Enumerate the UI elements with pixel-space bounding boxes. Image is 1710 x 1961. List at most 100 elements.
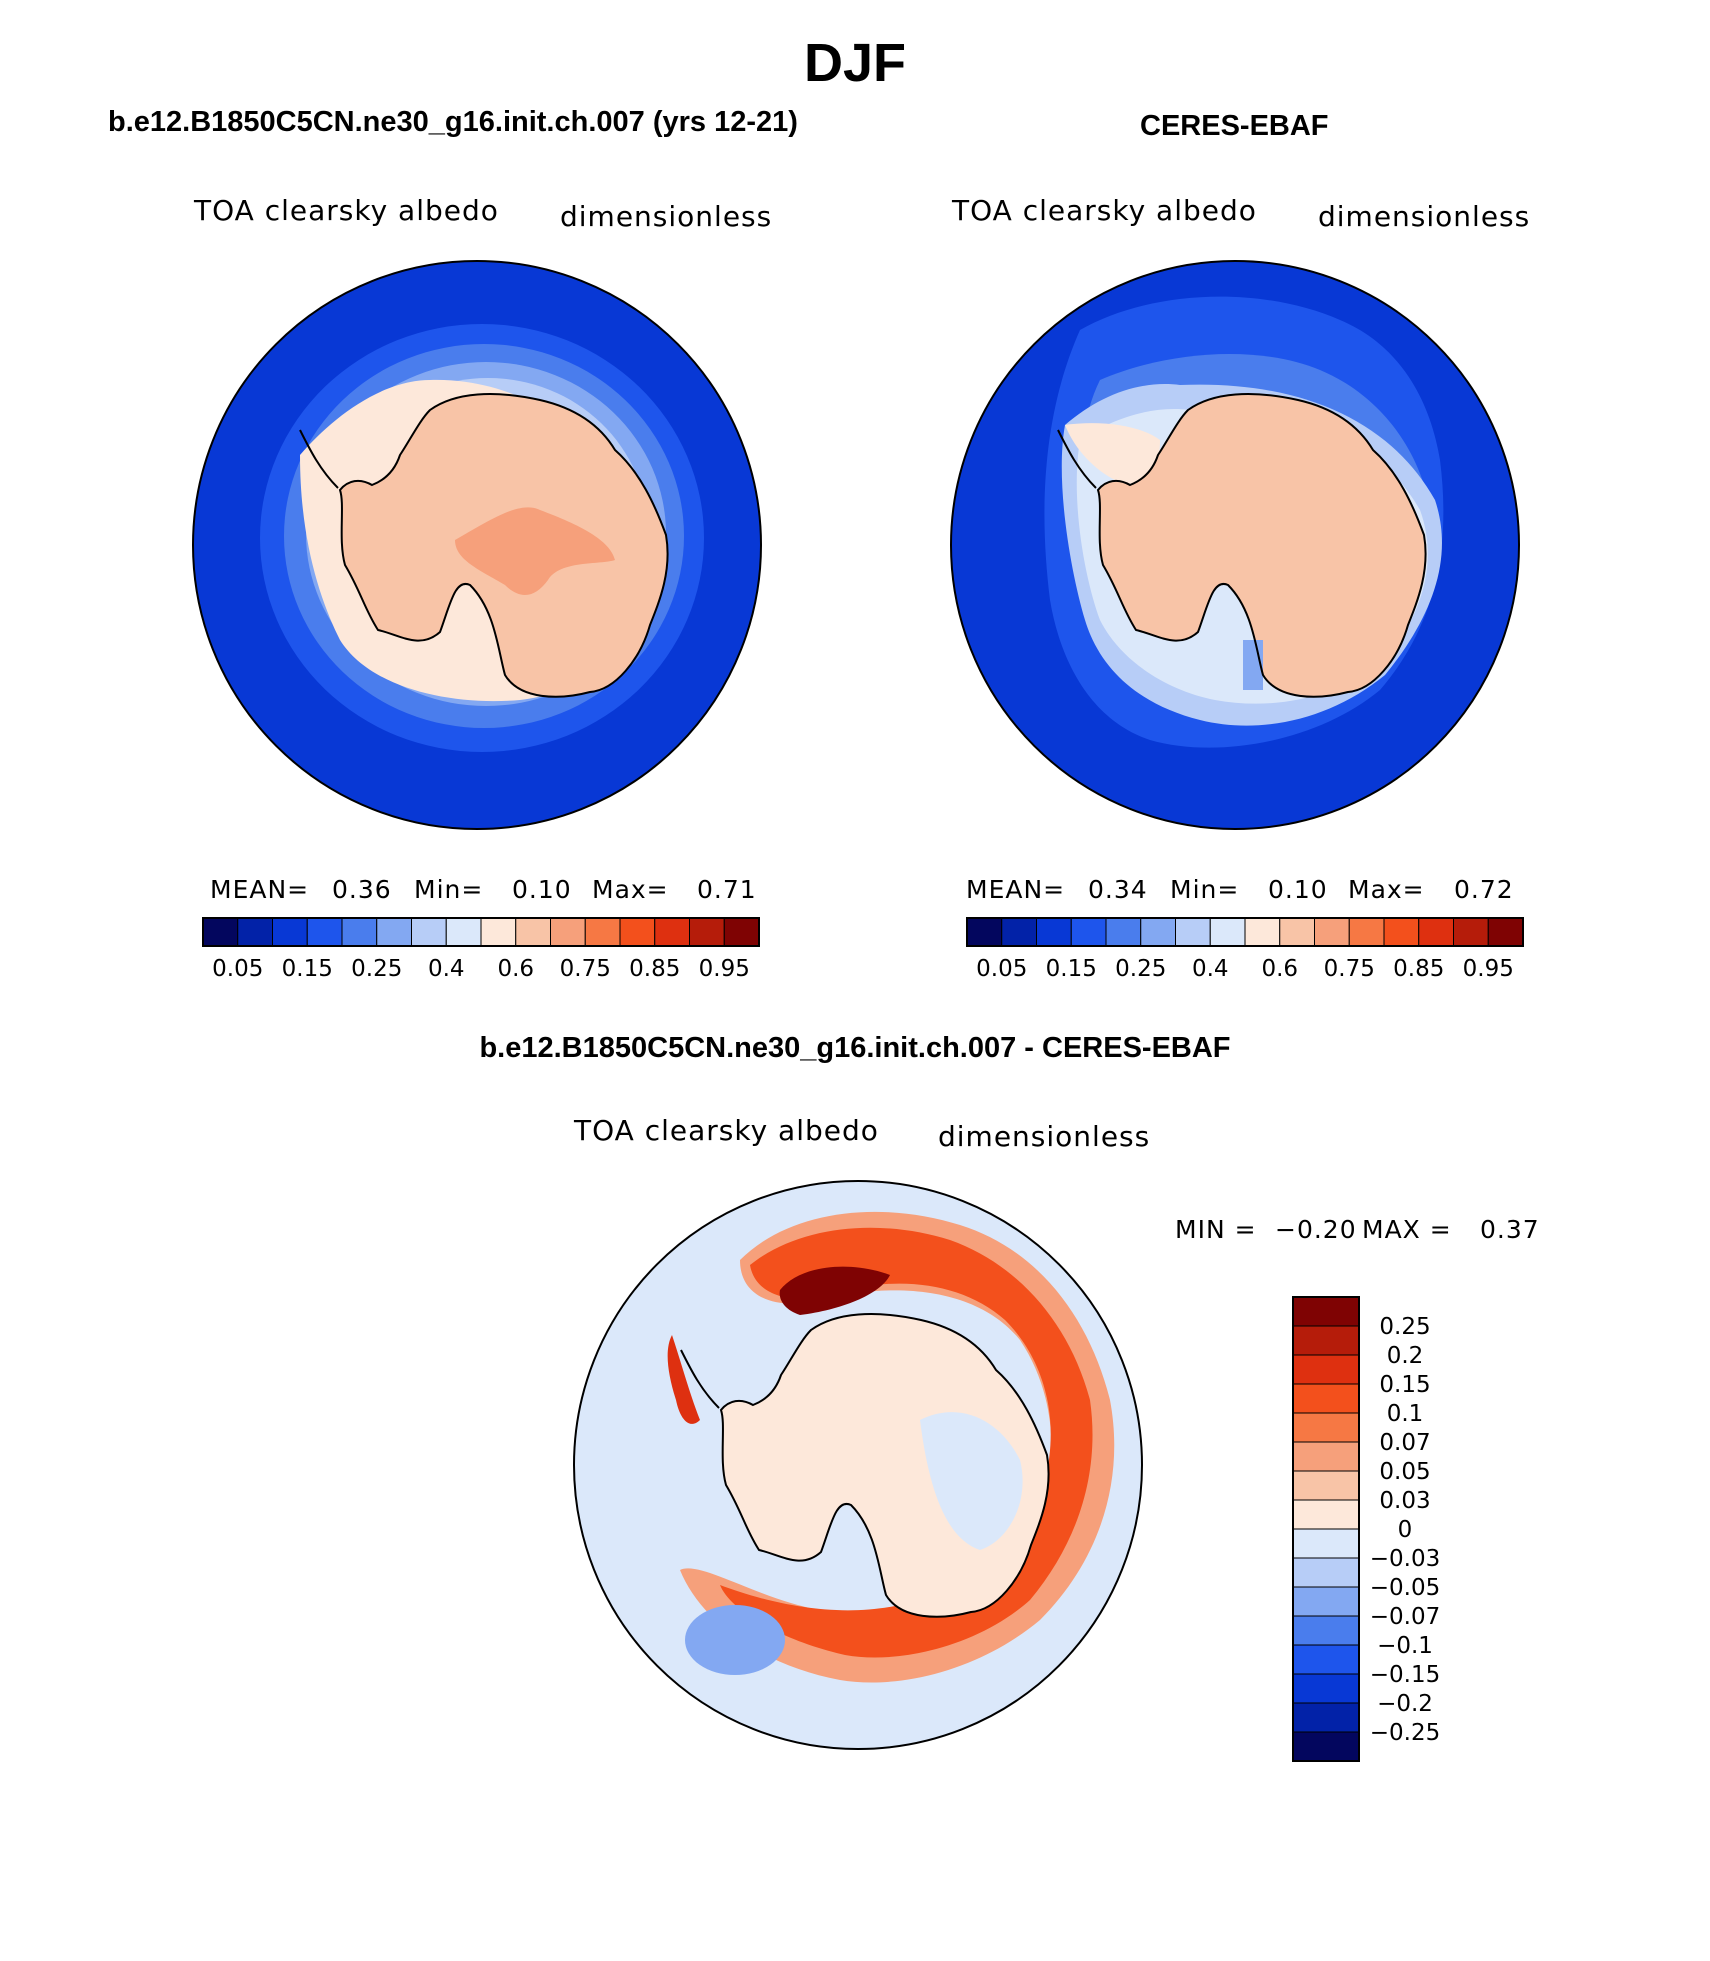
model-min-value: 0.10 <box>512 875 572 904</box>
colorbar-swatch-2 <box>1036 917 1072 947</box>
colorbar-swatch-10 <box>550 917 586 947</box>
map-boundary <box>573 1180 1143 1750</box>
colorbar-frame <box>202 917 760 947</box>
obs-units-label: dimensionless <box>1318 200 1531 233</box>
colorbar-swatch-4 <box>1292 1412 1360 1443</box>
model-panel-title: b.e12.B1850C5CN.ne30_g16.init.ch.007 (yr… <box>108 106 798 138</box>
colorbar-swatch-11 <box>1292 1615 1360 1646</box>
antarctica-coastline <box>299 393 669 698</box>
model-colorbar: 0.05 0.15 0.25 0.4 0.6 0.75 0.85 0.95 <box>202 917 760 982</box>
colorbar-swatch-12 <box>619 917 656 947</box>
colorbar-swatch-15 <box>723 917 760 947</box>
colorbar-tick-label: 0.95 <box>699 956 750 982</box>
colorbar-swatch-0 <box>966 917 1003 947</box>
colorbar-swatch-9 <box>1292 1557 1360 1588</box>
colorbar-swatch-1 <box>1001 917 1037 947</box>
diff-units-label: dimensionless <box>938 1120 1151 1153</box>
diff-max-label: MAX = <box>1362 1215 1452 1244</box>
obs-panel-title: CERES-EBAF <box>1140 110 1329 142</box>
colorbar-tick-label: 0.6 <box>1261 956 1298 982</box>
obs-mean-label: MEAN= <box>966 875 1066 904</box>
colorbar-swatch-11 <box>1348 917 1385 947</box>
colorbar-swatch-6 <box>1292 1470 1360 1501</box>
colorbar-swatch-1 <box>237 917 273 947</box>
colorbar-tick-label: −0.2 <box>1377 1691 1433 1717</box>
colorbar-swatch-8 <box>1244 917 1281 947</box>
diff-polar-map <box>573 1180 1143 1750</box>
colorbar-swatch-13 <box>1418 917 1454 947</box>
colorbar-swatch-6 <box>1175 917 1211 947</box>
model-min-label: Min= <box>414 875 484 904</box>
colorbar-swatch-12 <box>1383 917 1420 947</box>
colorbar-swatch-5 <box>1292 1441 1360 1472</box>
diff-colorbar: 0.25 0.2 0.15 0.1 0.07 0.05 0.03 0 −0.03 −0.05 −0.… <box>1292 1296 1440 1762</box>
colorbar-swatch-5 <box>376 917 412 947</box>
colorbar-frame <box>1292 1296 1360 1762</box>
peninsula-positive-bias <box>667 1335 700 1424</box>
colorbar-tick-label: 0.75 <box>1324 956 1375 982</box>
contour-band-0.6 <box>1065 423 1160 484</box>
colorbar-swatch-15 <box>1487 917 1524 947</box>
colorbar-tick-label: −0.1 <box>1377 1633 1433 1659</box>
colorbar-tick-label: 0.2 <box>1387 1343 1424 1369</box>
obs-colorbar: 0.05 0.15 0.25 0.4 0.6 0.75 0.85 0.95 <box>966 917 1524 982</box>
model-polar-map <box>192 260 762 830</box>
colorbar-tick-label: 0.03 <box>1379 1488 1430 1514</box>
antarctica-coastline <box>680 1313 1050 1618</box>
colorbar-tick-label: 0.15 <box>1046 956 1097 982</box>
high-albedo-patch <box>455 507 615 596</box>
obs-min-label: Min= <box>1170 875 1240 904</box>
colorbar-swatch-14 <box>1453 917 1489 947</box>
antarctica-coastline <box>1057 393 1427 698</box>
model-max-label: Max= <box>592 875 669 904</box>
colorbar-tick-label: 0 <box>1398 1517 1413 1543</box>
colorbar-tick-label: −0.03 <box>1370 1546 1440 1572</box>
colorbar-swatch-2 <box>1292 1354 1360 1385</box>
colorbar-frame <box>966 917 1524 947</box>
colorbar-tick-label: −0.15 <box>1370 1662 1440 1688</box>
diff-min-value: −0.20 <box>1275 1215 1357 1244</box>
colorbar-tick-label: 0.05 <box>212 956 263 982</box>
colorbar-swatch-5 <box>1140 917 1176 947</box>
colorbar-swatch-3 <box>1292 1383 1360 1414</box>
colorbar-swatch-13 <box>1292 1673 1360 1704</box>
colorbar-tick-label: 0.25 <box>1379 1314 1430 1340</box>
colorbar-swatch-3 <box>306 917 343 947</box>
colorbar-swatch-8 <box>480 917 517 947</box>
colorbar-swatch-7 <box>1209 917 1246 947</box>
obs-min-value: 0.10 <box>1268 875 1328 904</box>
colorbar-tick-label: 0.05 <box>976 956 1027 982</box>
map-boundary <box>950 260 1520 830</box>
diff-min-label: MIN = <box>1175 1215 1257 1244</box>
colorbar-tick-label: 0.6 <box>497 956 534 982</box>
colorbar-tick-label: 0.25 <box>351 956 402 982</box>
diff-max-value: 0.37 <box>1480 1215 1540 1244</box>
colorbar-swatch-11 <box>584 917 621 947</box>
colorbar-tick-label: 0.95 <box>1463 956 1514 982</box>
colorbar-swatch-4 <box>1105 917 1142 947</box>
colorbar-swatch-2 <box>272 917 308 947</box>
antarctica-negative-patch <box>920 1412 1023 1550</box>
colorbar-swatch-13 <box>654 917 690 947</box>
colorbar-swatch-4 <box>341 917 378 947</box>
antarctica-fill <box>1098 394 1426 697</box>
colorbar-swatch-15 <box>1292 1731 1360 1762</box>
colorbar-tick-label: 0.85 <box>629 956 680 982</box>
diff-variable-label: TOA clearsky albedo <box>574 1114 879 1147</box>
colorbar-tick-label: 0.25 <box>1115 956 1166 982</box>
colorbar-swatch-9 <box>515 917 551 947</box>
colorbar-swatch-9 <box>1279 917 1315 947</box>
colorbar-swatch-10 <box>1292 1586 1360 1617</box>
map-boundary <box>192 260 762 830</box>
colorbar-swatch-7 <box>1292 1499 1360 1530</box>
colorbar-swatch-10 <box>1314 917 1350 947</box>
colorbar-swatch-3 <box>1070 917 1107 947</box>
colorbar-tick-label: −0.05 <box>1370 1575 1440 1601</box>
negative-bias-patch <box>685 1605 785 1675</box>
colorbar-swatch-12 <box>1292 1644 1360 1675</box>
model-mean-label: MEAN= <box>210 875 310 904</box>
model-mean-value: 0.36 <box>332 875 392 904</box>
colorbar-swatch-8 <box>1292 1528 1360 1559</box>
obs-mean-value: 0.34 <box>1088 875 1148 904</box>
colorbar-tick-label: 0.1 <box>1387 1401 1424 1427</box>
